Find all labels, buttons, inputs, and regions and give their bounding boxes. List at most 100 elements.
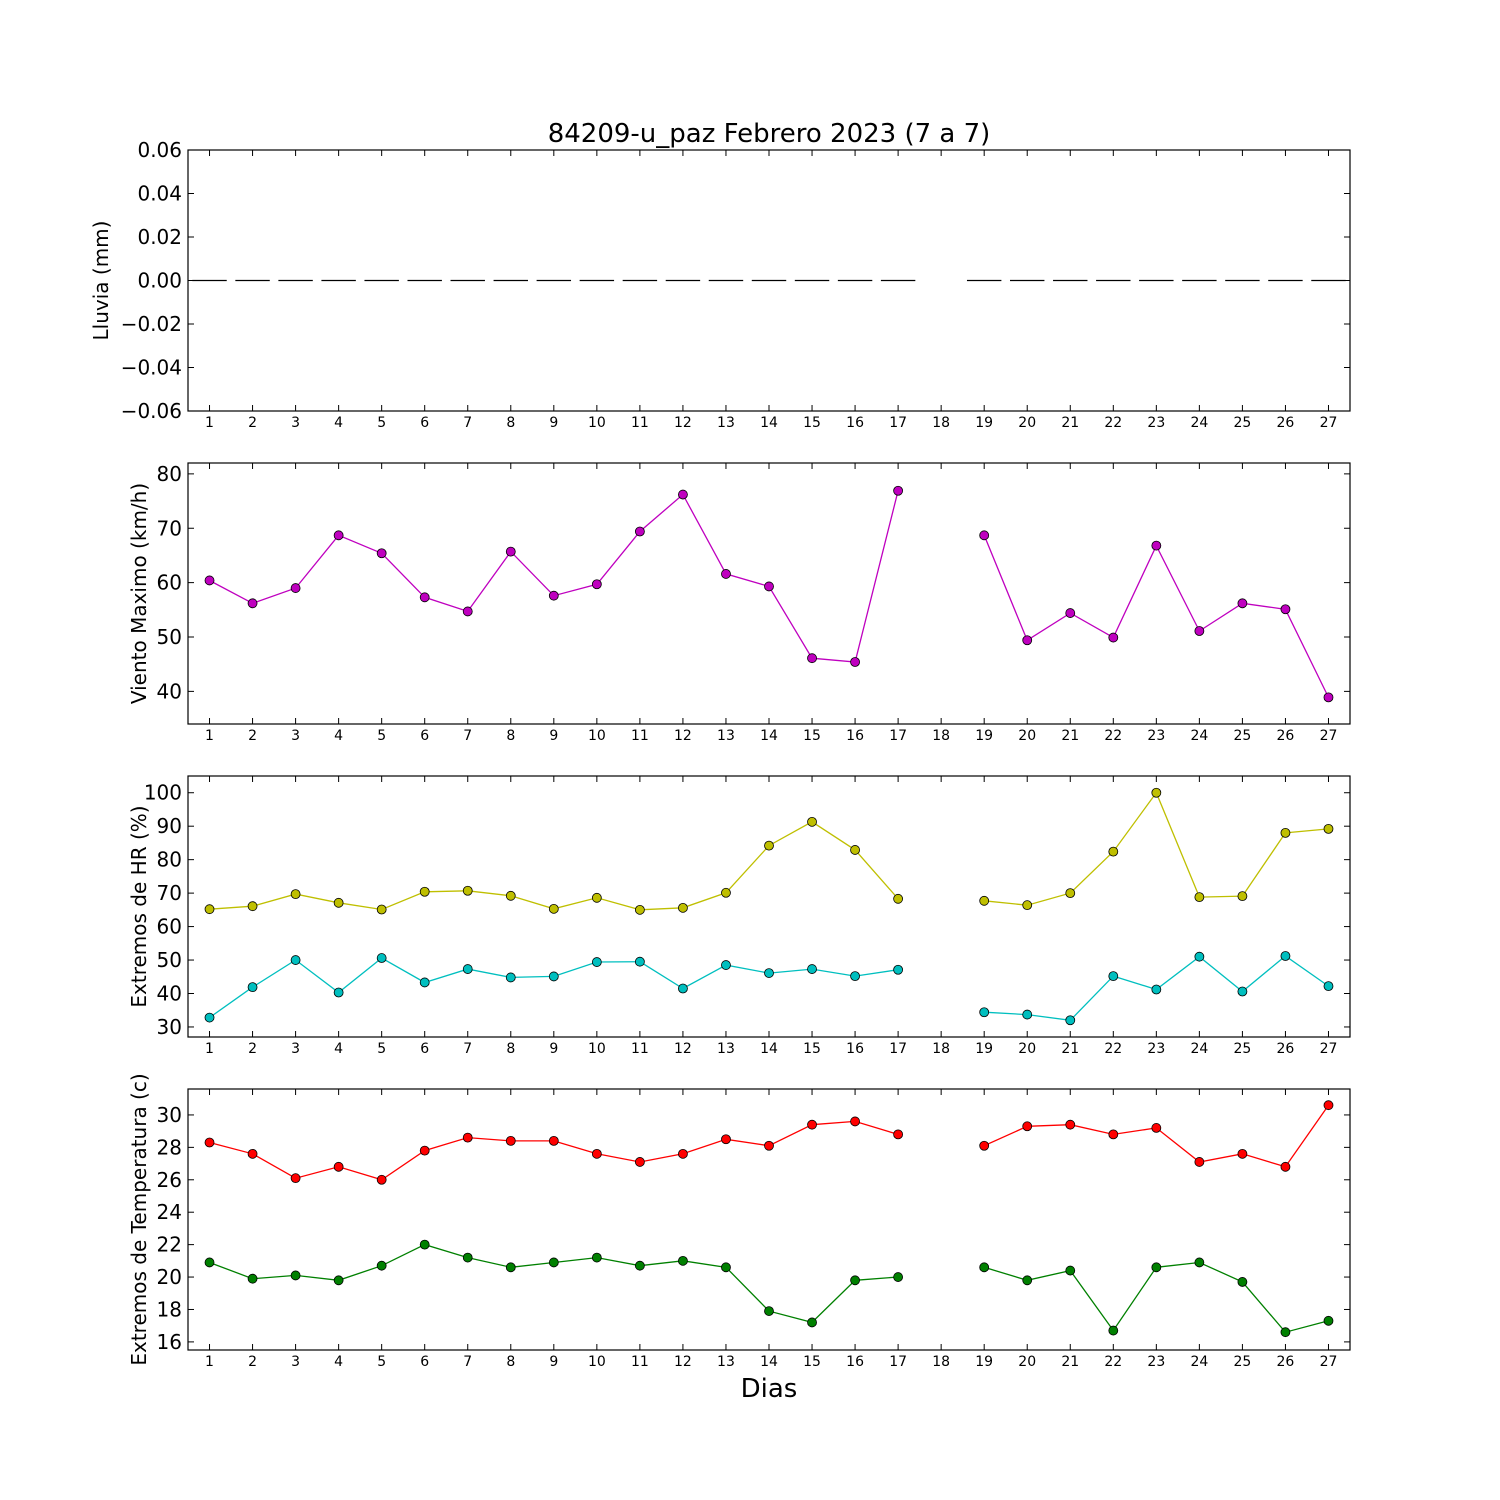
temp-ytick-label: 16	[157, 1330, 182, 1354]
hr-ytick-label: 50	[157, 948, 182, 972]
viento-xtick-label: 14	[760, 728, 778, 744]
temp-xtick-label: 13	[717, 1354, 735, 1370]
hr-series-1-point	[204, 904, 215, 915]
hr-xtick-label: 2	[248, 1041, 257, 1057]
temp-series-2-point	[1151, 1262, 1162, 1273]
viento-xtick-label: 20	[1018, 728, 1036, 744]
panels: 0.060.040.020.00−0.02−0.04−0.06 1 2 3 4 5 6 7 8 9…	[89, 138, 1351, 1370]
viento-series-1-point	[591, 579, 602, 590]
lluvia-xtick-label: 12	[674, 415, 692, 431]
hr-xtick-label: 11	[631, 1041, 649, 1057]
lluvia-xtick-label: 27	[1320, 415, 1338, 431]
temp-xtick-label: 2	[248, 1354, 257, 1370]
viento-plot-frame	[187, 462, 1351, 725]
temp-xtick-label: 1	[205, 1354, 214, 1370]
temp-xtick-label: 17	[889, 1354, 907, 1370]
hr-series-2-point	[204, 1012, 215, 1023]
viento-series-1-point	[419, 592, 430, 603]
viento-ytick-label: 40	[157, 679, 182, 703]
hr-series-2-point	[333, 987, 344, 998]
lluvia-ytick-label: −0.02	[121, 312, 182, 336]
hr-series-2-point	[893, 964, 904, 975]
viento-ytick-label: 60	[157, 571, 182, 595]
viento-series-1-point	[1280, 604, 1291, 615]
hr-ytick-label: 40	[157, 982, 182, 1006]
viento-xtick-label: 9	[549, 728, 558, 744]
temp-ytick-label: 20	[157, 1265, 182, 1289]
lluvia-xtick-label: 2	[248, 415, 257, 431]
temp-series-2-point	[764, 1306, 774, 1316]
hr-series-1-point	[634, 904, 645, 915]
temp-series-1-point	[548, 1135, 559, 1146]
viento-xtick-label: 22	[1104, 728, 1122, 744]
lluvia-xtick-label: 13	[717, 415, 735, 431]
viento-series-1-point	[979, 530, 990, 541]
hr-series-1-point	[1065, 888, 1076, 899]
lluvia-ytick-label: 0.02	[137, 225, 182, 249]
viento-xtick-label: 24	[1190, 728, 1208, 744]
temp-series-1-point	[1237, 1148, 1248, 1159]
temp-series-1-point	[1108, 1129, 1119, 1140]
temp-ytick-label: 26	[157, 1168, 182, 1192]
temp-xtick-label: 9	[549, 1354, 558, 1370]
hr-xtick-label: 4	[334, 1041, 343, 1057]
viento-series-1-point	[505, 546, 516, 557]
temp-xtick-label: 18	[932, 1354, 950, 1370]
hr-xtick-label: 23	[1147, 1041, 1165, 1057]
temp-series-1-point	[807, 1119, 817, 1130]
viento-series-1-point	[1194, 626, 1205, 636]
temp-ytick-label: 18	[157, 1297, 182, 1321]
temp-series-1-point	[204, 1137, 215, 1148]
temp-series-1-line	[209, 1120, 899, 1181]
temp-xtick-label: 11	[631, 1354, 649, 1370]
temp-series-2-point	[505, 1262, 516, 1273]
viento-y-axis-label: Viento Maximo (km/h)	[127, 483, 151, 704]
hr-series-1-point	[893, 893, 904, 904]
temp-series-2-point	[1323, 1315, 1334, 1326]
viento-xtick-label: 2	[248, 728, 257, 744]
temp-series-2-line	[984, 1261, 1329, 1333]
viento-series-1-point	[376, 548, 387, 559]
hr-series-2-point	[1323, 981, 1334, 992]
hr-series-1-point	[462, 885, 473, 896]
temp-xtick-label: 26	[1277, 1354, 1295, 1370]
temp-series-2-point	[807, 1317, 817, 1328]
temp-series-1-point	[678, 1148, 688, 1159]
lluvia-xtick-label: 9	[549, 415, 558, 431]
temp-xtick-label: 4	[334, 1354, 343, 1370]
viento-xtick-label: 10	[588, 728, 606, 744]
temp-series-2-point	[893, 1272, 904, 1282]
temp-series-2-point	[204, 1257, 215, 1268]
hr-series-1-point	[721, 887, 731, 898]
hr-series-1-line	[984, 791, 1329, 906]
temp-series-1-point	[721, 1134, 731, 1145]
hr-series-1-point	[979, 895, 990, 906]
hr-series-1-line	[209, 821, 899, 911]
temp-series-1-line	[983, 1104, 1330, 1168]
lluvia-xtick-label: 1	[205, 415, 214, 431]
hr-series-2-point	[591, 957, 602, 967]
hr-series-1-point	[548, 903, 559, 914]
hr-series-2-point	[1151, 984, 1162, 995]
temp-series-1-point	[1151, 1123, 1162, 1133]
temp-series-1-point	[376, 1174, 387, 1185]
viento-series-1-point	[247, 598, 258, 609]
hr-ytick-label: 90	[157, 814, 182, 838]
hr-ytick-label: 30	[157, 1015, 182, 1039]
hr-xtick-label: 16	[846, 1041, 864, 1057]
hr-xtick-label: 21	[1061, 1041, 1079, 1057]
hr-xtick-label: 19	[975, 1041, 993, 1057]
hr-ytick-label: 80	[157, 848, 182, 872]
lluvia-xtick-label: 6	[420, 415, 429, 431]
viento-xtick-label: 8	[506, 728, 515, 744]
hr-y-axis-label: Extremos de HR (%)	[127, 805, 151, 1007]
hr-series-1-point	[1108, 846, 1119, 857]
temp-series-1-point	[764, 1140, 774, 1151]
temp-y-axis-label: Extremos de Temperatura (c)	[127, 1073, 151, 1365]
hr-series-1-point	[1237, 891, 1248, 902]
hr-xtick-label: 20	[1018, 1041, 1036, 1057]
temp-series-2-point	[979, 1262, 990, 1273]
temp-series-1-point	[893, 1129, 904, 1140]
temp-series-2-point	[548, 1257, 559, 1268]
hr-series-2-point	[247, 982, 258, 993]
